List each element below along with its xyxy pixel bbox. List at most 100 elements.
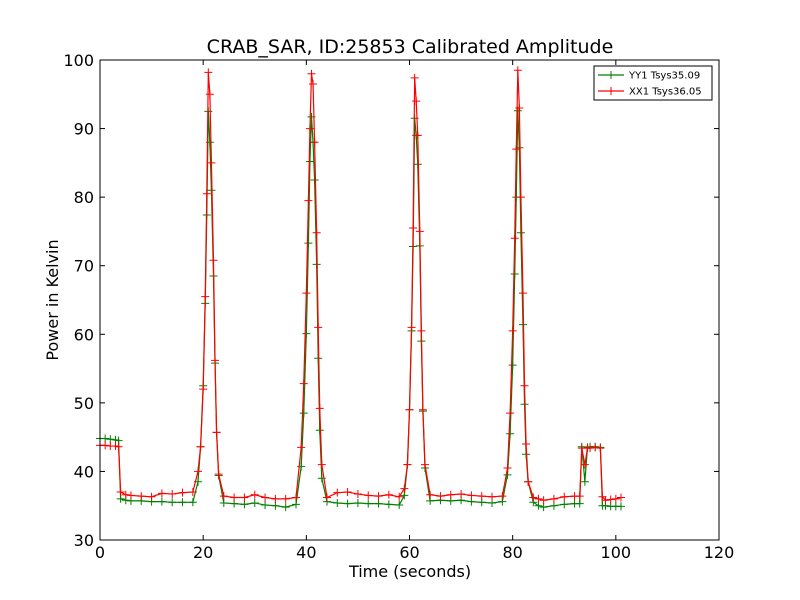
data-point bbox=[315, 404, 324, 413]
data-point bbox=[116, 488, 125, 496]
data-point bbox=[395, 492, 404, 501]
data-point bbox=[508, 361, 517, 370]
data-point bbox=[314, 323, 323, 332]
data-point bbox=[418, 405, 427, 414]
data-point bbox=[575, 492, 584, 501]
data-point bbox=[297, 462, 306, 471]
data-point bbox=[207, 158, 216, 167]
data-point bbox=[101, 434, 110, 443]
data-point bbox=[204, 68, 213, 77]
data-point bbox=[310, 138, 319, 147]
data-point bbox=[302, 329, 311, 338]
x-tick-label: 0 bbox=[95, 543, 105, 562]
data-point bbox=[116, 494, 125, 503]
y-tick-label: 70 bbox=[74, 257, 94, 276]
data-point bbox=[250, 498, 259, 507]
data-point bbox=[611, 494, 620, 503]
data-point bbox=[309, 80, 318, 88]
data-point bbox=[147, 492, 156, 501]
data-point bbox=[560, 500, 569, 509]
data-point bbox=[436, 492, 445, 501]
y-tick-label: 30 bbox=[74, 531, 94, 550]
data-point bbox=[616, 502, 625, 511]
y-tick-label: 100 bbox=[63, 51, 94, 70]
data-point bbox=[343, 499, 352, 508]
data-point bbox=[477, 492, 486, 501]
data-point bbox=[240, 493, 249, 502]
y-tick-label: 40 bbox=[74, 462, 94, 481]
plot-area bbox=[100, 60, 719, 540]
data-point bbox=[261, 501, 270, 510]
data-point bbox=[219, 492, 228, 501]
data-point bbox=[343, 488, 352, 496]
data-point bbox=[281, 503, 290, 512]
data-point bbox=[616, 493, 625, 502]
data-point bbox=[114, 442, 123, 451]
data-point bbox=[384, 500, 393, 509]
data-point bbox=[317, 460, 326, 469]
data-point bbox=[168, 498, 177, 507]
legend-box bbox=[593, 65, 713, 101]
data-point bbox=[549, 494, 558, 503]
y-tick-label: 80 bbox=[74, 188, 94, 207]
data-point bbox=[310, 176, 319, 184]
data-point bbox=[549, 501, 558, 510]
data-point bbox=[510, 234, 519, 243]
data-point bbox=[516, 228, 525, 237]
y-axis-label: Power in Kelvin bbox=[43, 239, 62, 360]
data-point bbox=[374, 499, 383, 508]
chart-title: CRAB_SAR, ID:25853 Calibrated Amplitude bbox=[207, 36, 614, 58]
data-point bbox=[506, 429, 515, 438]
data-point bbox=[353, 498, 362, 507]
data-point bbox=[591, 443, 600, 452]
data-point bbox=[211, 356, 220, 365]
data-point bbox=[188, 498, 197, 507]
data-point bbox=[415, 227, 424, 236]
data-point bbox=[522, 440, 531, 448]
data-point bbox=[405, 405, 414, 414]
data-point bbox=[580, 460, 589, 469]
data-point bbox=[524, 477, 533, 486]
y-tick-label: 50 bbox=[74, 394, 94, 413]
data-point bbox=[297, 443, 306, 452]
legend-marker bbox=[607, 87, 615, 95]
axes-layer: 0 20 40 60 80 100 120 30 40 50 60 70 80 90 100 bbox=[63, 51, 734, 562]
data-point bbox=[518, 289, 527, 298]
x-axis-label: Time (seconds) bbox=[348, 562, 471, 581]
data-point bbox=[420, 460, 429, 469]
data-point bbox=[353, 490, 362, 499]
data-point bbox=[529, 493, 538, 502]
data-point bbox=[305, 157, 314, 166]
data-point bbox=[305, 124, 314, 133]
data-point bbox=[157, 497, 166, 506]
x-tick-label: 40 bbox=[296, 543, 316, 562]
data-point bbox=[515, 104, 524, 112]
data-point bbox=[534, 501, 543, 510]
data-point bbox=[230, 493, 239, 502]
data-point bbox=[333, 498, 342, 507]
data-point bbox=[488, 492, 497, 501]
data-point bbox=[121, 490, 130, 499]
data-point bbox=[106, 435, 115, 444]
data-point bbox=[412, 97, 421, 106]
data-point bbox=[188, 488, 197, 496]
data-point bbox=[196, 442, 205, 451]
data-point bbox=[560, 492, 569, 501]
data-point bbox=[137, 492, 146, 501]
data-point bbox=[199, 385, 208, 394]
data-point bbox=[178, 488, 187, 497]
x-tick-label: 80 bbox=[502, 543, 522, 562]
data-point bbox=[395, 501, 404, 510]
data-point bbox=[520, 381, 529, 390]
plot-frame bbox=[99, 59, 720, 541]
data-point bbox=[400, 484, 409, 493]
data-point bbox=[512, 145, 521, 154]
data-point bbox=[240, 500, 249, 509]
data-point bbox=[409, 224, 418, 232]
data-point bbox=[205, 90, 214, 99]
x-tick-label: 120 bbox=[704, 543, 735, 562]
data-point bbox=[586, 444, 595, 453]
data-point bbox=[364, 499, 373, 508]
data-point bbox=[539, 496, 548, 505]
